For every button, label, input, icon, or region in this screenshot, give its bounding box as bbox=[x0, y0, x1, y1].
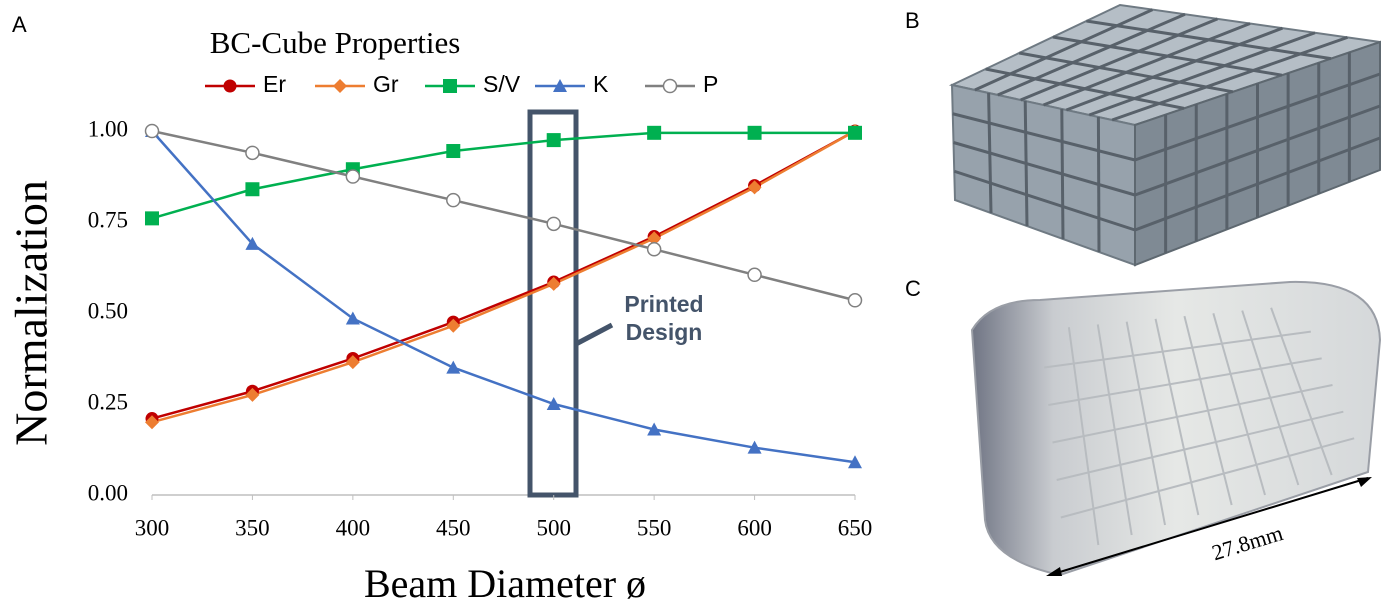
marker bbox=[646, 242, 662, 257]
annotation-box: Printed Design bbox=[624, 291, 704, 345]
marker bbox=[546, 397, 561, 410]
marker bbox=[245, 387, 260, 402]
marker bbox=[345, 169, 361, 184]
marker bbox=[446, 192, 461, 208]
x-tick-label: 300 bbox=[135, 515, 170, 540]
x-tick-label: 500 bbox=[536, 515, 571, 540]
legend-label: K bbox=[593, 71, 609, 97]
marker bbox=[647, 422, 662, 436]
y-tick-label: 0.50 bbox=[88, 298, 128, 323]
marker bbox=[245, 236, 260, 250]
marker bbox=[747, 125, 762, 140]
marker bbox=[245, 182, 260, 197]
marker bbox=[747, 267, 762, 283]
legend-marker bbox=[333, 79, 347, 93]
marker bbox=[747, 440, 762, 454]
lattice-render bbox=[948, 3, 1381, 267]
marker bbox=[145, 415, 159, 430]
chart-title: BC-Cube Properties bbox=[210, 25, 461, 60]
x-tick-label: 550 bbox=[637, 515, 672, 540]
marker bbox=[345, 311, 360, 325]
y-tick-label: 1.00 bbox=[88, 116, 128, 141]
annotation: Printed Design bbox=[624, 291, 704, 345]
marker bbox=[747, 180, 762, 195]
series-line bbox=[151, 131, 855, 220]
series-line bbox=[151, 129, 856, 424]
x-tick-label: 350 bbox=[235, 515, 270, 540]
panel-label: C bbox=[905, 276, 921, 301]
marker bbox=[144, 123, 160, 139]
legend-label: S/V bbox=[483, 71, 521, 97]
panel-label: B bbox=[905, 8, 920, 33]
x-tick-label: 600 bbox=[737, 515, 772, 540]
annotation-pointer bbox=[574, 322, 614, 347]
y-axis-label: Normalization bbox=[6, 180, 57, 446]
marker bbox=[245, 145, 260, 161]
y-tick-label: 0.00 bbox=[88, 480, 128, 505]
marker bbox=[546, 276, 561, 291]
printed-photo bbox=[970, 280, 1382, 577]
highlight-box bbox=[527, 109, 579, 498]
x-tick-label: 400 bbox=[336, 515, 371, 540]
y-tick-label: 0.75 bbox=[88, 207, 128, 232]
marker bbox=[446, 318, 461, 333]
dimension-arrow bbox=[1049, 477, 1369, 576]
legend-marker bbox=[223, 79, 237, 93]
legend-label: Gr bbox=[373, 71, 399, 97]
x-tick-label: 650 bbox=[838, 515, 873, 540]
marker bbox=[446, 144, 461, 159]
marker bbox=[647, 231, 662, 246]
legend-marker bbox=[553, 79, 567, 92]
legend-marker bbox=[662, 78, 678, 94]
marker bbox=[145, 211, 159, 226]
marker bbox=[546, 133, 561, 148]
dimension-label: 27.8mm bbox=[1209, 520, 1286, 565]
series-line bbox=[151, 129, 856, 420]
series-line bbox=[151, 130, 856, 464]
y-tick-label: 0.25 bbox=[88, 389, 128, 414]
panel-label: A bbox=[12, 12, 27, 37]
marker bbox=[848, 125, 862, 140]
series-line bbox=[151, 129, 856, 302]
legend-label: P bbox=[703, 71, 718, 97]
x-axis-label: Beam Diameter ø bbox=[364, 561, 646, 606]
x-tick-label: 450 bbox=[436, 515, 471, 540]
marker bbox=[647, 125, 662, 140]
marker bbox=[847, 293, 863, 308]
marker bbox=[848, 455, 862, 469]
marker bbox=[345, 355, 360, 370]
legend-marker bbox=[443, 79, 457, 93]
marker bbox=[546, 216, 561, 232]
legend-label: Er bbox=[263, 71, 286, 97]
marker bbox=[446, 360, 461, 374]
